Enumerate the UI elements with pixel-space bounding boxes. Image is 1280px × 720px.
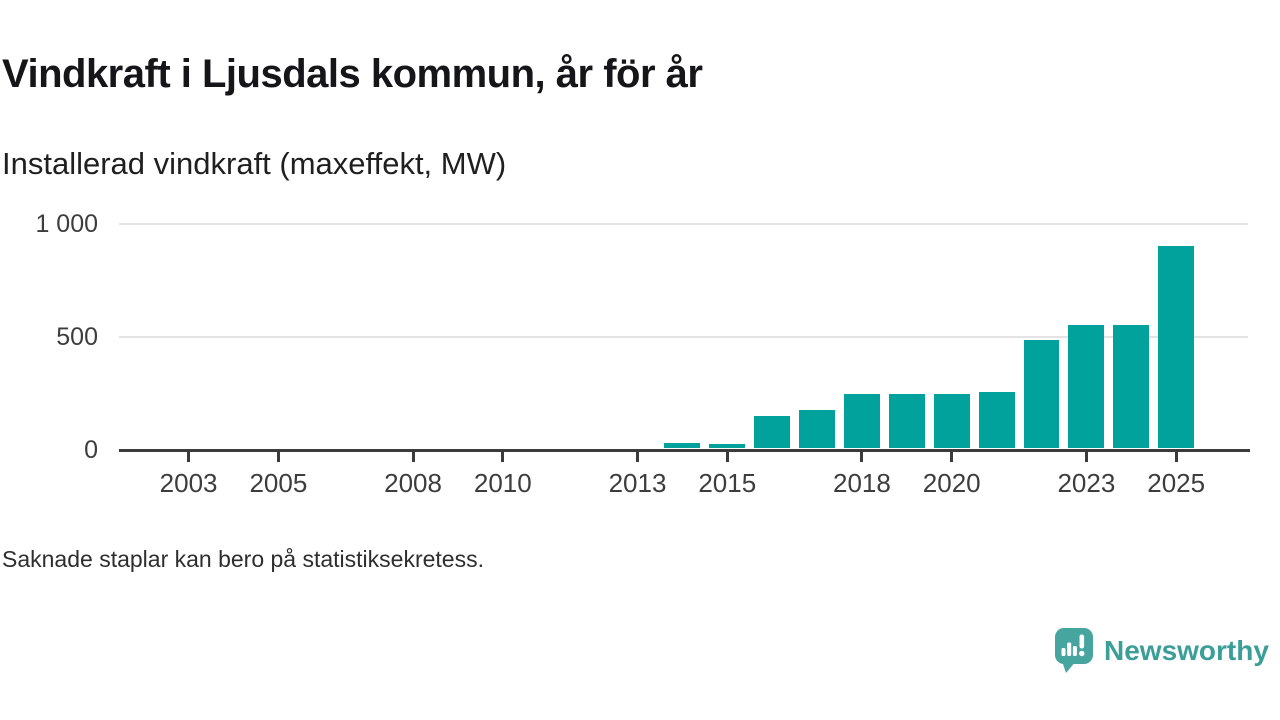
x-tick-2025 <box>1174 451 1178 462</box>
x-tick-2015 <box>725 451 729 462</box>
x-tick-2008 <box>411 451 415 462</box>
gridline-500 <box>119 335 1248 338</box>
x-axis-label-2018: 2018 <box>833 468 891 498</box>
bar-2014 <box>664 442 701 449</box>
x-axis-label-2015: 2015 <box>698 468 757 498</box>
chart-subtitle: Installerad vindkraft (maxeffekt, MW) <box>2 146 507 181</box>
x-axis-label-2010: 2010 <box>473 468 532 498</box>
bar-2025 <box>1158 245 1195 449</box>
x-tick-2018 <box>860 451 864 462</box>
bar-2022 <box>1023 339 1060 449</box>
y-axis-label-0: 0 <box>84 436 98 464</box>
x-axis-label-2008: 2008 <box>384 468 442 498</box>
bar-2023 <box>1068 325 1105 449</box>
bar-2016 <box>754 415 791 449</box>
x-axis-line <box>119 448 1250 452</box>
bar-2020 <box>933 394 970 449</box>
x-axis-label-2003: 2003 <box>159 468 218 498</box>
newsworthy-logo-icon <box>1055 628 1093 673</box>
page-title: Vindkraft i Ljusdals kommun, år för år <box>2 52 703 96</box>
bar-2021 <box>978 391 1015 449</box>
x-tick-2020 <box>950 451 954 462</box>
x-axis-label-2013: 2013 <box>608 468 667 498</box>
x-tick-2013 <box>635 451 639 462</box>
brand-footer: Newsworthy <box>1055 626 1280 676</box>
bar-2018 <box>843 394 880 449</box>
x-tick-2005 <box>276 451 280 462</box>
bar-2024 <box>1113 325 1150 449</box>
x-tick-2003 <box>187 451 191 462</box>
bar-2015 <box>709 443 746 449</box>
footnote: Saknade staplar kan bero på statistiksek… <box>2 546 484 572</box>
brand-name: Newsworthy <box>1104 635 1269 666</box>
bar-2017 <box>799 410 835 449</box>
y-axis-label-500: 500 <box>56 322 98 351</box>
y-axis-label-1000: 1 000 <box>35 209 98 238</box>
x-axis-label-2025: 2025 <box>1147 468 1206 498</box>
gridline-1000 <box>119 222 1248 225</box>
x-tick-2010 <box>501 451 505 462</box>
x-tick-2023 <box>1084 451 1088 462</box>
x-axis-label-2020: 2020 <box>922 468 981 498</box>
x-axis-label-2005: 2005 <box>249 468 308 498</box>
bar-2019 <box>888 394 925 449</box>
x-axis-label-2023: 2023 <box>1057 468 1116 498</box>
